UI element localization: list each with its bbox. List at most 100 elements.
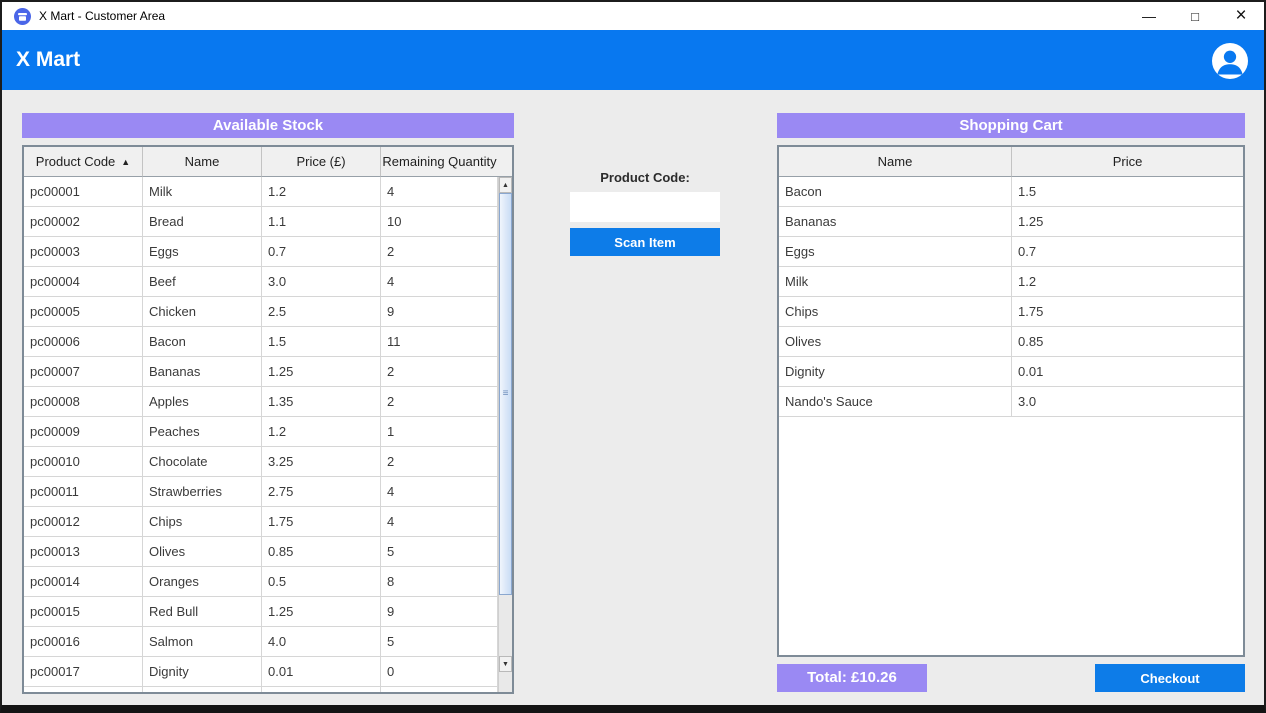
cell-empty bbox=[24, 687, 143, 692]
checkout-button[interactable]: Checkout bbox=[1095, 664, 1245, 692]
table-row[interactable]: pc00017 Dignity 0.01 0 bbox=[24, 657, 512, 687]
cell-product-code: pc00013 bbox=[24, 537, 143, 567]
table-row[interactable]: Dignity 0.01 bbox=[779, 357, 1243, 387]
table-row[interactable]: pc00016 Salmon 4.0 5 bbox=[24, 627, 512, 657]
cell-name: Salmon bbox=[143, 627, 262, 657]
cell-name: Oranges bbox=[143, 567, 262, 597]
cell-name: Bananas bbox=[143, 357, 262, 387]
cell-quantity: 2 bbox=[381, 237, 498, 267]
cell-name: Eggs bbox=[779, 237, 1012, 267]
scrollbar-thumb[interactable]: ≡ bbox=[499, 193, 512, 595]
cell-price: 1.75 bbox=[1012, 297, 1243, 327]
table-row[interactable]: Olives 0.85 bbox=[779, 327, 1243, 357]
stock-header-quantity[interactable]: Remaining Quantity bbox=[381, 147, 498, 177]
cell-quantity: 10 bbox=[381, 207, 498, 237]
cell-name: Milk bbox=[143, 177, 262, 207]
table-row[interactable]: pc00013 Olives 0.85 5 bbox=[24, 537, 512, 567]
table-row[interactable]: pc00008 Apples 1.35 2 bbox=[24, 387, 512, 417]
cell-price: 1.25 bbox=[262, 357, 381, 387]
table-row[interactable]: pc00012 Chips 1.75 4 bbox=[24, 507, 512, 537]
cell-quantity: 2 bbox=[381, 387, 498, 417]
cell-price: 1.2 bbox=[1012, 267, 1243, 297]
cell-product-code: pc00016 bbox=[24, 627, 143, 657]
cell-empty bbox=[143, 687, 262, 692]
cell-price: 1.2 bbox=[262, 417, 381, 447]
close-icon[interactable]: × bbox=[1218, 2, 1264, 30]
cell-name: Bananas bbox=[779, 207, 1012, 237]
window-title: X Mart - Customer Area bbox=[39, 9, 166, 23]
cell-price: 4.0 bbox=[262, 627, 381, 657]
column-label: Name bbox=[184, 154, 220, 169]
vertical-scrollbar[interactable]: ▲ ≡ ▼ bbox=[498, 177, 512, 692]
cell-product-code: pc00007 bbox=[24, 357, 143, 387]
cell-name: Olives bbox=[143, 537, 262, 567]
shopping-cart-table: Name Price Bacon 1.5 Bananas 1.25 Eggs 0… bbox=[777, 145, 1245, 657]
stock-header-product-code[interactable]: Product Code ▲ bbox=[24, 147, 143, 177]
table-row[interactable]: Nando's Sauce 3.0 bbox=[779, 387, 1243, 417]
cell-quantity: 4 bbox=[381, 267, 498, 297]
column-label: Name bbox=[877, 154, 913, 169]
table-row[interactable]: pc00007 Bananas 1.25 2 bbox=[24, 357, 512, 387]
table-row[interactable]: pc00006 Bacon 1.5 11 bbox=[24, 327, 512, 357]
maximize-icon[interactable]: □ bbox=[1172, 2, 1218, 30]
column-label: Price (£) bbox=[296, 154, 346, 169]
cell-product-code: pc00008 bbox=[24, 387, 143, 417]
stock-header-price[interactable]: Price (£) bbox=[262, 147, 381, 177]
cell-name: Nando's Sauce bbox=[779, 387, 1012, 417]
cell-name: Red Bull bbox=[143, 597, 262, 627]
table-row[interactable]: pc00011 Strawberries 2.75 4 bbox=[24, 477, 512, 507]
cell-price: 1.1 bbox=[262, 207, 381, 237]
table-row[interactable]: Eggs 0.7 bbox=[779, 237, 1243, 267]
column-label: Remaining Quantity bbox=[382, 154, 497, 169]
table-row[interactable]: pc00001 Milk 1.2 4 bbox=[24, 177, 512, 207]
table-row[interactable]: pc00015 Red Bull 1.25 9 bbox=[24, 597, 512, 627]
cell-product-code: pc00004 bbox=[24, 267, 143, 297]
table-row[interactable]: pc00004 Beef 3.0 4 bbox=[24, 267, 512, 297]
cell-name: Beef bbox=[143, 267, 262, 297]
cart-table-body: Bacon 1.5 Bananas 1.25 Eggs 0.7 Milk 1.2… bbox=[779, 177, 1243, 417]
cell-quantity: 8 bbox=[381, 567, 498, 597]
cell-quantity: 0 bbox=[381, 657, 498, 687]
cell-quantity: 4 bbox=[381, 477, 498, 507]
product-code-input[interactable] bbox=[570, 192, 720, 222]
cell-price: 3.0 bbox=[262, 267, 381, 297]
sort-ascending-icon: ▲ bbox=[121, 156, 131, 167]
cell-price: 3.0 bbox=[1012, 387, 1243, 417]
cell-name: Dignity bbox=[143, 657, 262, 687]
table-row[interactable]: pc00002 Bread 1.1 10 bbox=[24, 207, 512, 237]
cell-price: 0.01 bbox=[1012, 357, 1243, 387]
table-row[interactable]: pc00005 Chicken 2.5 9 bbox=[24, 297, 512, 327]
column-label: Price bbox=[1112, 154, 1143, 169]
cell-name: Chicken bbox=[143, 297, 262, 327]
scan-item-button[interactable]: Scan Item bbox=[570, 228, 720, 256]
cell-price: 1.35 bbox=[262, 387, 381, 417]
stock-header-name[interactable]: Name bbox=[143, 147, 262, 177]
cart-header-name: Name bbox=[779, 147, 1012, 177]
stock-header-corner bbox=[498, 147, 512, 177]
app-icon bbox=[14, 7, 31, 25]
table-row[interactable]: Chips 1.75 bbox=[779, 297, 1243, 327]
table-row[interactable]: pc00003 Eggs 0.7 2 bbox=[24, 237, 512, 267]
cell-name: Bacon bbox=[143, 327, 262, 357]
scroll-down-icon[interactable]: ▼ bbox=[499, 656, 512, 672]
table-row[interactable]: pc00010 Chocolate 3.25 2 bbox=[24, 447, 512, 477]
user-avatar[interactable] bbox=[1212, 43, 1248, 79]
cell-quantity: 11 bbox=[381, 327, 498, 357]
cell-product-code: pc00006 bbox=[24, 327, 143, 357]
minimize-icon[interactable]: — bbox=[1126, 2, 1172, 30]
cell-name: Olives bbox=[779, 327, 1012, 357]
table-row[interactable]: Bacon 1.5 bbox=[779, 177, 1243, 207]
cell-quantity: 1 bbox=[381, 417, 498, 447]
table-row[interactable]: Bananas 1.25 bbox=[779, 207, 1243, 237]
cell-price: 0.85 bbox=[262, 537, 381, 567]
titlebar: X Mart - Customer Area — □ × bbox=[2, 2, 1264, 30]
cell-price: 1.25 bbox=[262, 597, 381, 627]
table-row[interactable]: pc00009 Peaches 1.2 1 bbox=[24, 417, 512, 447]
cell-name: Bread bbox=[143, 207, 262, 237]
cell-price: 0.7 bbox=[1012, 237, 1243, 267]
table-row[interactable]: pc00014 Oranges 0.5 8 bbox=[24, 567, 512, 597]
cell-name: Strawberries bbox=[143, 477, 262, 507]
table-row[interactable]: Milk 1.2 bbox=[779, 267, 1243, 297]
available-stock-table: Product Code ▲ Name Price (£) Remaining … bbox=[22, 145, 514, 694]
scroll-up-icon[interactable]: ▲ bbox=[499, 177, 512, 193]
